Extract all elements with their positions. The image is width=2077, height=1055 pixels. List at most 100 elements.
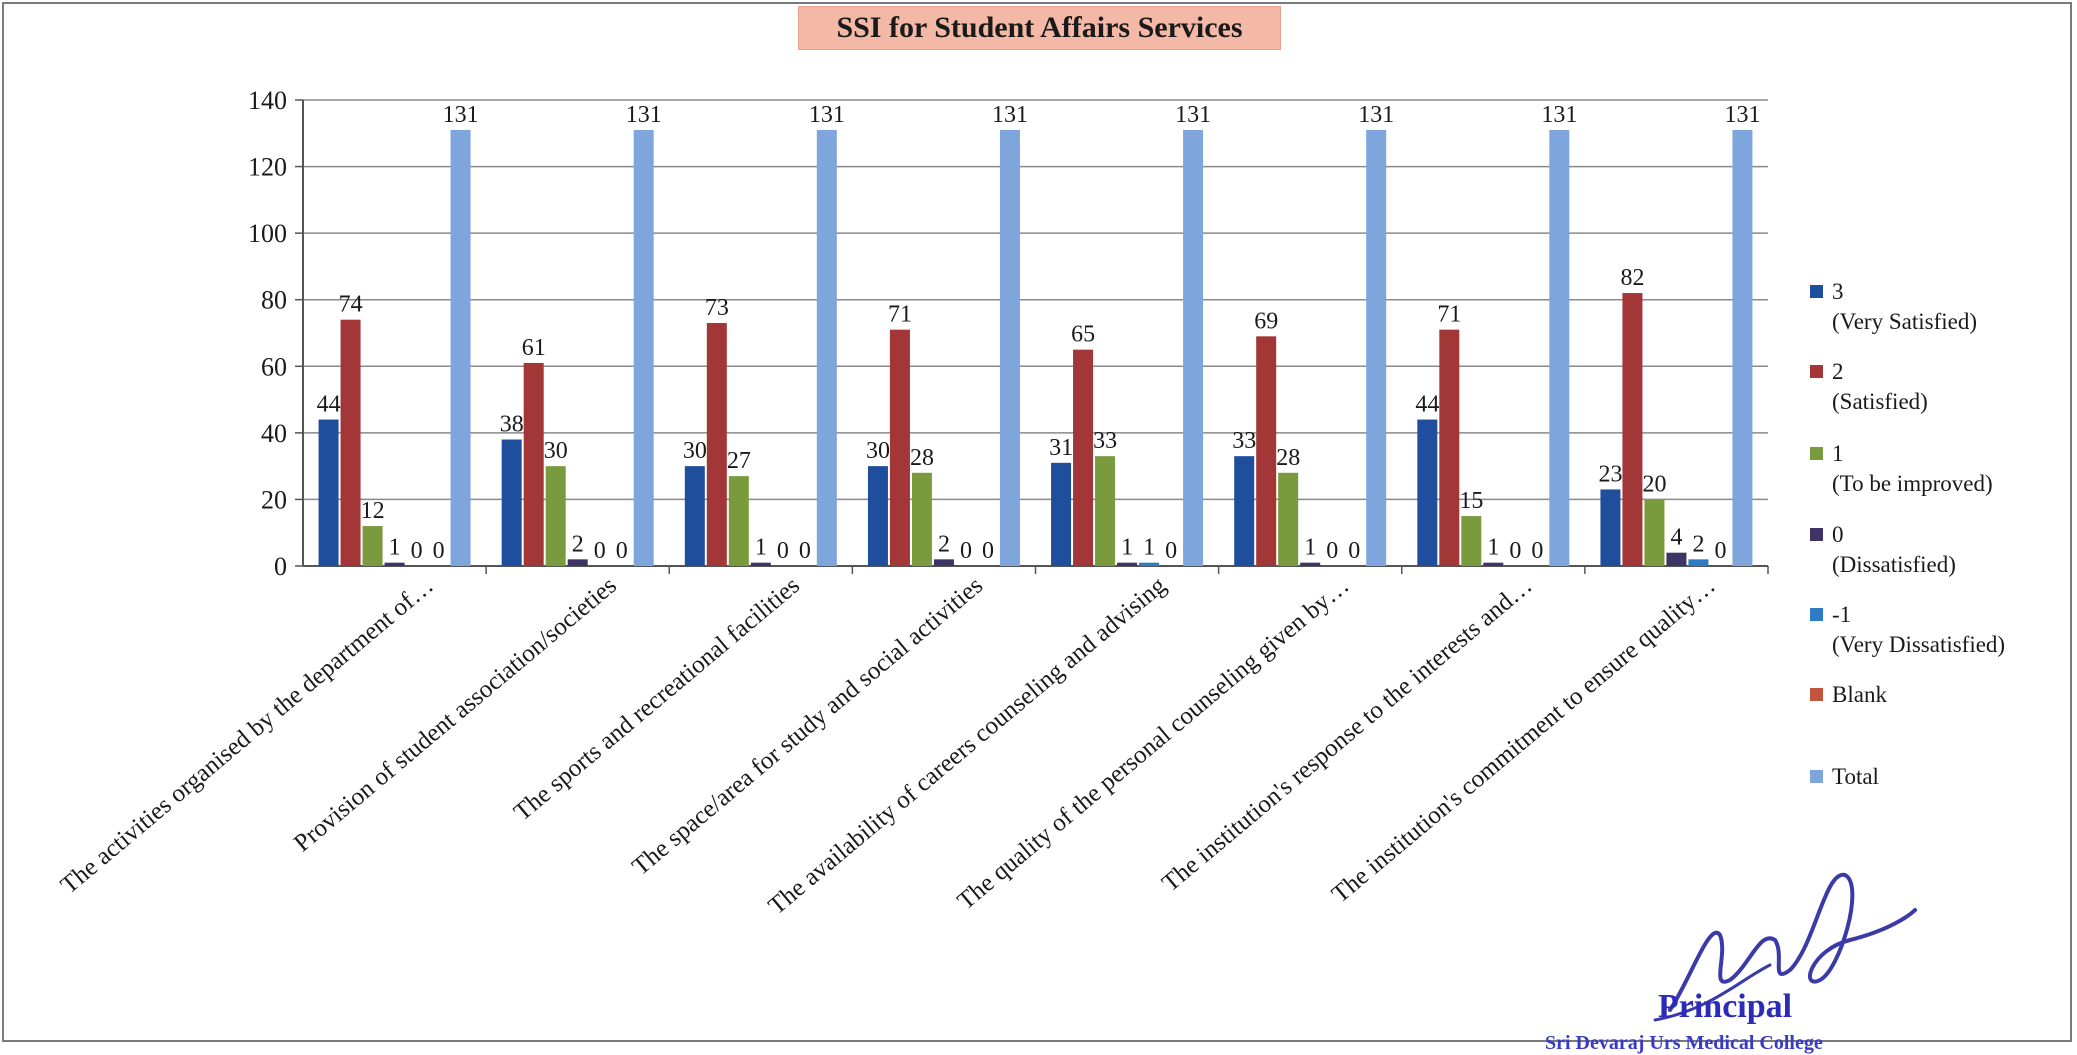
bar	[1139, 562, 1160, 566]
x-category-label: The sports and recreational facilities	[509, 572, 805, 826]
bar	[523, 362, 544, 566]
data-label: 1	[1487, 535, 1499, 561]
x-category-label: The activities organised by the departme…	[56, 572, 439, 899]
data-label: 71	[888, 302, 912, 328]
data-label: 28	[1276, 445, 1300, 471]
signature-institution: Sri Devaraj Urs Medical College	[1545, 1032, 1823, 1054]
data-label: 12	[361, 498, 385, 524]
data-label: 27	[727, 448, 751, 474]
bar	[1234, 456, 1255, 566]
data-label: 4	[1670, 525, 1682, 551]
data-label: 0	[799, 538, 811, 564]
bar	[545, 466, 566, 566]
legend-label: Total	[1832, 762, 1879, 792]
legend-label-sub: (Very Dissatisfied)	[1832, 632, 2006, 657]
legend-label-main: 3	[1832, 279, 1844, 304]
data-label: 30	[544, 438, 568, 464]
data-label: 131	[992, 102, 1028, 128]
chart-title-box: SSI for Student Affairs Services	[798, 6, 1281, 50]
data-label: 131	[443, 102, 479, 128]
legend-label: 2 (Satisfied)	[1832, 357, 1928, 417]
legend-label-main: 0	[1832, 522, 1844, 547]
data-label: 0	[960, 538, 972, 564]
signature-scribble	[1653, 872, 1917, 1022]
data-label: 131	[626, 102, 662, 128]
bar	[816, 129, 837, 566]
bar	[911, 472, 932, 566]
legend-swatch	[1810, 528, 1823, 541]
x-category-label: The institution's response to the intere…	[1157, 572, 1537, 897]
bar	[501, 439, 522, 566]
bar	[684, 466, 705, 566]
data-label: 1	[1304, 535, 1316, 561]
data-label: 131	[809, 102, 845, 128]
data-label: 65	[1071, 322, 1095, 348]
bar	[1666, 552, 1687, 566]
bar	[999, 129, 1020, 566]
data-label: 30	[866, 438, 890, 464]
bar	[933, 559, 954, 566]
bar	[633, 129, 654, 566]
legend-label-main: Blank	[1832, 682, 1887, 707]
bar	[1073, 349, 1094, 566]
data-label: 2	[938, 531, 950, 557]
legend-label: Blank	[1832, 680, 1887, 710]
bar	[1366, 129, 1387, 566]
data-label: 33	[1232, 428, 1256, 454]
legend-label: 1 (To be improved)	[1832, 439, 1993, 499]
bar	[889, 329, 910, 566]
legend-swatch	[1810, 285, 1823, 298]
x-category-label: The space/area for study and social acti…	[627, 572, 988, 881]
data-label: 0	[1326, 538, 1338, 564]
bar	[1051, 462, 1072, 566]
signature-title: Principal	[1658, 988, 1793, 1025]
data-label: 82	[1620, 265, 1644, 291]
data-label: 2	[572, 531, 584, 557]
legend-label-sub: (Satisfied)	[1832, 389, 1928, 414]
bar	[1439, 329, 1460, 566]
legend-label-sub: (To be improved)	[1832, 471, 1993, 496]
data-label: 0	[777, 538, 789, 564]
bar	[318, 419, 339, 566]
bar	[1256, 336, 1277, 566]
bar	[1688, 559, 1709, 566]
data-label: 0	[616, 538, 628, 564]
bar	[750, 562, 771, 566]
data-label: 30	[683, 438, 707, 464]
data-label: 44	[1415, 392, 1439, 418]
bar	[1622, 293, 1643, 566]
x-category-label: Provision of student association/societi…	[289, 572, 622, 857]
legend-label-main: 1	[1832, 441, 1844, 466]
y-tick-label: 100	[248, 219, 287, 248]
y-tick-label: 60	[261, 352, 287, 381]
data-label: 2	[1692, 531, 1704, 557]
bar	[1461, 516, 1482, 566]
bar	[1549, 129, 1570, 566]
bar	[1300, 562, 1321, 566]
data-label: 0	[1165, 538, 1177, 564]
bar	[1183, 129, 1204, 566]
bar	[384, 562, 405, 566]
data-label: 0	[1531, 538, 1543, 564]
legend-label-main: Total	[1832, 764, 1879, 789]
data-label: 0	[411, 538, 423, 564]
legend-label: -1 (Very Dissatisfied)	[1832, 600, 2005, 660]
bar	[340, 319, 361, 566]
legend-label: 3 (Very Satisfied)	[1832, 277, 1977, 337]
data-label: 74	[339, 292, 363, 318]
data-label: 1	[1121, 535, 1133, 561]
data-label: 0	[1348, 538, 1360, 564]
x-category-label: The availability of careers counseling a…	[764, 572, 1172, 921]
data-label: 61	[522, 335, 546, 361]
legend-label-sub: (Very Satisfied)	[1832, 309, 1977, 334]
legend-swatch	[1810, 688, 1823, 701]
data-label: 0	[433, 538, 445, 564]
bar	[1644, 499, 1665, 566]
data-label: 44	[317, 392, 341, 418]
x-category-label: The institution's commitment to ensure q…	[1327, 572, 1721, 908]
bar	[1483, 562, 1504, 566]
y-tick-label: 80	[261, 286, 287, 315]
